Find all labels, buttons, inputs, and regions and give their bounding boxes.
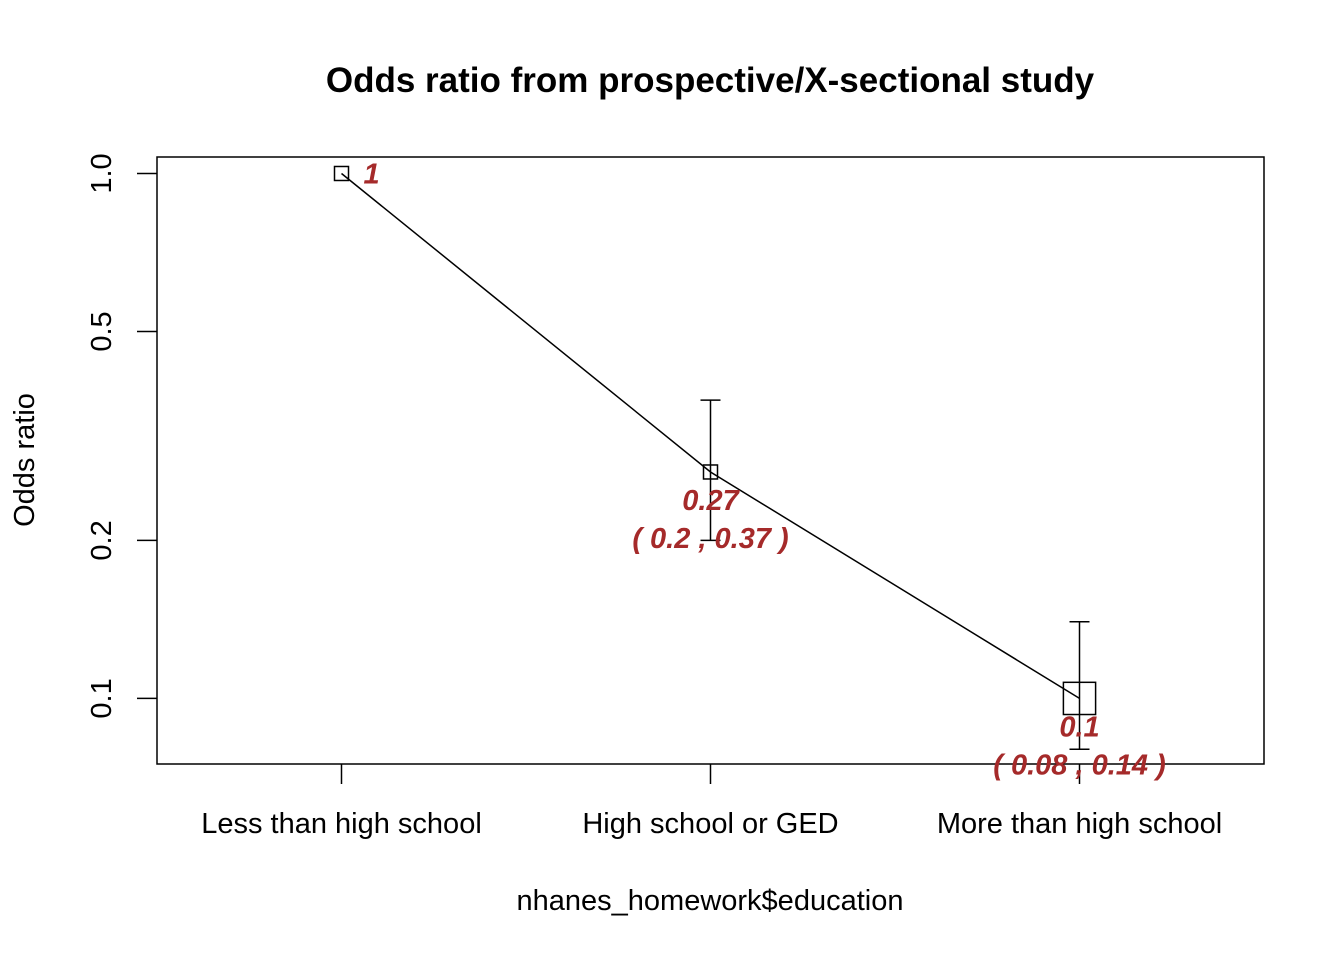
y-axis-title: Odds ratio [9, 393, 41, 527]
data-layer [333, 165, 1097, 751]
y-tick-label: 0.2 [86, 520, 118, 560]
point-label: 1 [364, 158, 380, 190]
x-axis-title: nhanes_homework$education [517, 885, 904, 917]
y-tick-label: 1.0 [86, 153, 118, 193]
y-tick-label: 0.5 [86, 311, 118, 351]
point-marker [333, 165, 350, 182]
ci-label: ( 0.08 , 0.14 ) [993, 749, 1166, 781]
y-tick-label: 0.1 [86, 678, 118, 718]
point-label: 0.27 [682, 485, 740, 517]
point-label: 0.1 [1059, 711, 1099, 743]
chart-title: Odds ratio from prospective/X-sectional … [326, 61, 1095, 100]
x-tick-label: High school or GED [582, 808, 838, 840]
point-marker [1062, 681, 1097, 716]
y-axis: 0.1 0.2 0.5 1.0 [86, 153, 157, 719]
ci-label: ( 0.2 , 0.37 ) [632, 523, 788, 555]
x-tick-label: More than high school [937, 808, 1222, 840]
label-layer: 1 0.27 ( 0.2 , 0.37 ) 0.1 ( 0.08 , 0.14 ) [364, 158, 1166, 781]
x-axis: Less than high school High school or GED M… [201, 764, 1222, 840]
x-tick-label: Less than high school [201, 808, 482, 840]
point-marker [702, 464, 719, 480]
